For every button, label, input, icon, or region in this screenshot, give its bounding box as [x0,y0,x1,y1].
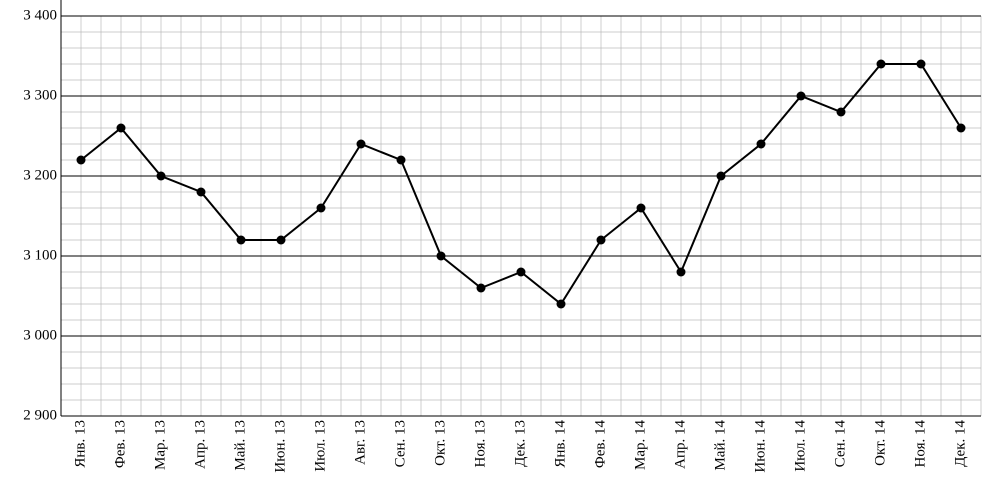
x-tick-label: Сен. 13 [392,420,408,467]
point [916,59,926,69]
x-tick-label: Июл. 13 [312,420,328,472]
point [116,123,126,133]
x-tick-label: Окт. 14 [872,420,888,466]
x-tick-label: Фев. 14 [592,420,608,469]
point [676,267,686,277]
y-tick-label: 3 200 [23,167,57,183]
x-tick-label: Апр. 14 [672,420,688,469]
x-tick-label: Июн. 13 [272,420,288,473]
point [956,123,966,133]
point [556,299,566,309]
y-tick-label: 3 100 [23,247,57,263]
x-tick-label: Дек. 14 [952,420,968,467]
y-tick-label: 2 900 [23,407,57,423]
x-tick-label: Мар. 13 [152,420,168,470]
x-tick-label: Окт. 13 [432,420,448,466]
x-tick-label: Июл. 14 [792,420,808,472]
x-tick-label: Май. 13 [232,420,248,471]
x-tick-label: Май. 14 [712,420,728,471]
x-tick-label: Ноя. 14 [912,420,928,468]
point [876,59,886,69]
point [636,203,646,213]
point [756,139,766,149]
x-tick-label: Мар. 14 [632,420,648,470]
x-tick-label: Авг. 13 [352,420,368,465]
x-tick-label: Янв. 14 [552,420,568,468]
point [436,251,446,261]
point [836,107,846,117]
x-tick-label: Ноя. 13 [472,420,488,467]
y-tick-label: 3 400 [23,7,57,23]
point [156,171,166,181]
x-tick-label: Фев. 13 [112,420,128,468]
point [196,187,206,197]
x-tick-label: Янв. 13 [72,420,88,468]
x-tick-label: Дек. 13 [512,420,528,467]
point [396,155,406,165]
point [76,155,86,165]
x-tick-label: Сен. 14 [832,420,848,468]
point [796,91,806,101]
y-tick-label: 3 000 [23,327,57,343]
x-tick-label: Апр. 13 [192,420,208,469]
point [276,235,286,245]
point [516,267,526,277]
x-tick-label: Июн. 14 [752,420,768,473]
point [476,283,486,293]
point [236,235,246,245]
point [596,235,606,245]
point [316,203,326,213]
point [716,171,726,181]
y-tick-label: 3 300 [23,87,57,103]
point [356,139,366,149]
